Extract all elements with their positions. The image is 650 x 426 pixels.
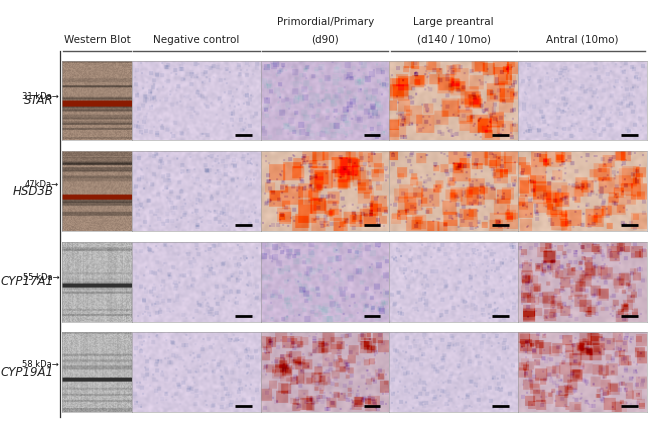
Text: (d90): (d90) <box>311 35 339 45</box>
Text: Large preantral: Large preantral <box>413 17 494 27</box>
Text: (d140 / 10mo): (d140 / 10mo) <box>417 35 491 45</box>
Text: 47kDa→: 47kDa→ <box>25 180 59 189</box>
Text: STAR: STAR <box>24 94 54 107</box>
Text: 55 kDa→: 55 kDa→ <box>23 273 59 282</box>
Text: Primordial/Primary: Primordial/Primary <box>276 17 374 27</box>
Text: 58 kDa→: 58 kDa→ <box>22 360 59 369</box>
Text: Antral (10mo): Antral (10mo) <box>546 35 619 45</box>
Text: CYP17A1: CYP17A1 <box>1 275 54 288</box>
Text: HSD3B: HSD3B <box>13 184 54 198</box>
Text: 31 kDa→: 31 kDa→ <box>22 92 59 101</box>
Text: Negative control: Negative control <box>153 35 240 45</box>
Text: Western Blot: Western Blot <box>64 35 131 45</box>
Text: CYP19A1: CYP19A1 <box>1 366 54 379</box>
